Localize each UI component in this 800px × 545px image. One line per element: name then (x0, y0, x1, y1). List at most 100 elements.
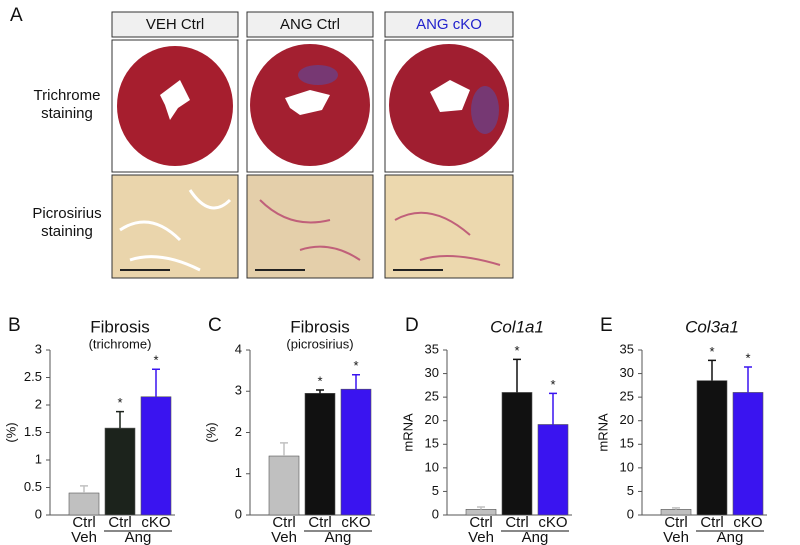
y-tick-label: 25 (620, 389, 634, 404)
y-tick-label: 20 (425, 412, 439, 427)
error-bar (116, 410, 124, 429)
chart-title: Fibrosis (290, 317, 350, 336)
y-tick-label: 0 (35, 506, 42, 521)
bar (104, 427, 136, 516)
y-tick-label: 1 (35, 451, 42, 466)
y-tick-label: 10 (425, 459, 439, 474)
significance-marker: * (353, 358, 358, 373)
x-tick-label: Ctrl (308, 514, 331, 531)
x-tick-label: Ctrl (272, 514, 295, 531)
y-tick-label: 25 (425, 389, 439, 404)
y-tick-label: 20 (620, 412, 634, 427)
y-tick-label: 3 (235, 383, 242, 398)
x-tick-label: Ctrl (700, 514, 723, 531)
bar (340, 388, 372, 516)
y-tick-label: 5 (432, 483, 439, 498)
y-tick-label: 3 (35, 341, 42, 356)
group-label: Veh (71, 529, 97, 545)
bar (68, 492, 100, 516)
y-tick-label: 4 (235, 341, 242, 356)
x-tick-label: cKO (733, 514, 762, 531)
x-tick-label: Ctrl (505, 514, 528, 531)
bar (501, 392, 533, 516)
group-label: Ang (325, 529, 352, 545)
y-tick-label: 0 (235, 506, 242, 521)
chart-subtitle: (trichrome) (89, 336, 152, 351)
chart-subtitle: (picrosirius) (286, 336, 353, 351)
chart-title: Fibrosis (90, 317, 150, 336)
x-tick-label: cKO (538, 514, 567, 531)
y-tick-label: 35 (425, 341, 439, 356)
y-tick-label: 2 (35, 396, 42, 411)
error-bar (477, 506, 485, 510)
y-tick-label: 2.5 (24, 369, 42, 384)
panel-letter: D (405, 315, 419, 336)
significance-marker: * (709, 344, 714, 359)
x-tick-label: Ctrl (108, 514, 131, 531)
bar (732, 392, 764, 516)
y-tick-label: 30 (425, 365, 439, 380)
row-label: staining (41, 105, 93, 122)
significance-marker: * (317, 373, 322, 388)
chart-title: Col1a1 (490, 317, 544, 336)
panel-letter: E (600, 315, 613, 336)
chart-title: Col3a1 (685, 317, 739, 336)
row-label: Trichrome (34, 87, 101, 104)
error-bar (152, 368, 160, 397)
y-tick-label: 0.5 (24, 479, 42, 494)
group-label: Veh (663, 529, 689, 545)
picrosirius-images (111, 174, 514, 279)
significance-marker: * (153, 353, 158, 368)
y-tick-label: 5 (627, 483, 634, 498)
significance-marker: * (514, 343, 519, 358)
y-tick-label: 0 (627, 506, 634, 521)
row-label: staining (41, 223, 93, 240)
bar (537, 424, 569, 516)
group-label: Ang (125, 529, 152, 545)
panel-letter: B (8, 315, 21, 336)
group-label: Veh (271, 529, 297, 545)
x-tick-label: Ctrl (469, 514, 492, 531)
error-bar (513, 358, 521, 393)
panel-letter: A (10, 5, 23, 26)
y-tick-label: 15 (425, 436, 439, 451)
panel-letter: C (208, 315, 222, 336)
y-tick-label: 30 (620, 365, 634, 380)
y-axis-label: (%) (203, 422, 218, 442)
group-label: Veh (468, 529, 494, 545)
x-tick-label: cKO (341, 514, 370, 531)
column-header: ANG cKO (416, 16, 482, 33)
y-axis-label: mRNA (400, 413, 415, 452)
error-bar (549, 392, 557, 425)
error-bar (744, 366, 752, 393)
row-label: Picrosirius (32, 205, 101, 222)
trichrome-images (111, 39, 514, 173)
y-tick-label: 2 (235, 424, 242, 439)
error-bar (280, 442, 288, 457)
bar (140, 396, 172, 516)
significance-marker: * (117, 395, 122, 410)
x-tick-label: Ctrl (664, 514, 687, 531)
y-tick-label: 0 (432, 506, 439, 521)
x-tick-label: Ctrl (72, 514, 95, 531)
error-bar (708, 359, 716, 381)
y-tick-label: 1.5 (24, 424, 42, 439)
group-label: Ang (717, 529, 744, 545)
significance-marker: * (745, 350, 750, 365)
x-tick-label: cKO (141, 514, 170, 531)
y-tick-label: 10 (620, 459, 634, 474)
y-tick-label: 35 (620, 341, 634, 356)
header-boxes (111, 11, 514, 38)
y-axis-label: mRNA (595, 413, 610, 452)
y-tick-label: 1 (235, 465, 242, 480)
bar (696, 380, 728, 516)
significance-marker: * (550, 377, 555, 392)
error-bar (672, 507, 680, 510)
error-bar (352, 374, 360, 390)
error-bar (80, 485, 88, 493)
bar (268, 455, 300, 516)
group-label: Ang (522, 529, 549, 545)
column-header: VEH Ctrl (146, 16, 204, 33)
y-tick-label: 15 (620, 436, 634, 451)
